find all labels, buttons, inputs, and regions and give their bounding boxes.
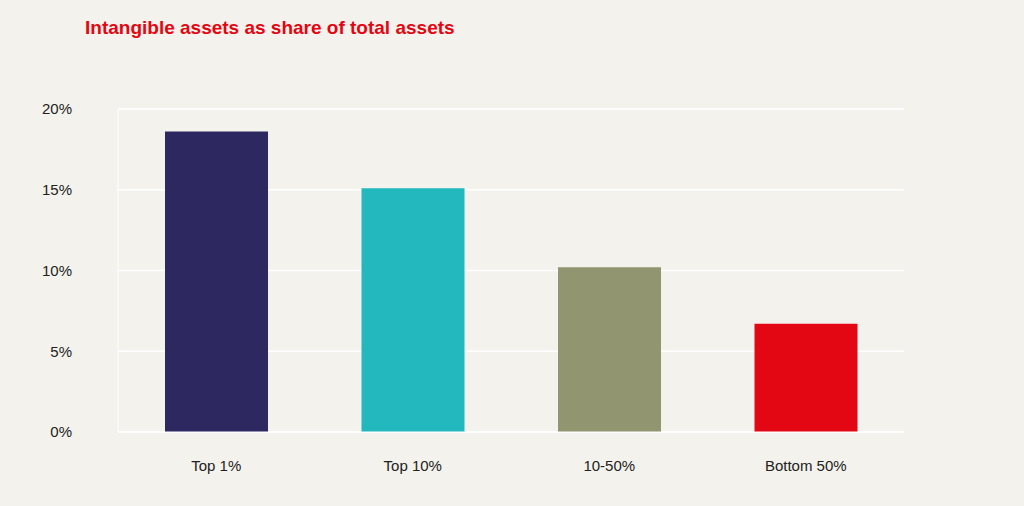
svg-text:20%: 20% <box>42 100 72 117</box>
svg-text:Bottom 50%: Bottom 50% <box>765 457 847 474</box>
html-text:Intangible assets as share of: Intangible assets as share of total asse… <box>85 17 455 38</box>
svg-text:15%: 15% <box>42 181 72 198</box>
svg-text:5%: 5% <box>50 343 72 360</box>
svg-text:10%: 10% <box>42 262 72 279</box>
svg-text:0%: 0% <box>50 423 72 440</box>
svg-text:10-50%: 10-50% <box>583 457 635 474</box>
svg-text:Top 1%: Top 1% <box>191 457 241 474</box>
svg-text:Top 10%: Top 10% <box>384 457 442 474</box>
